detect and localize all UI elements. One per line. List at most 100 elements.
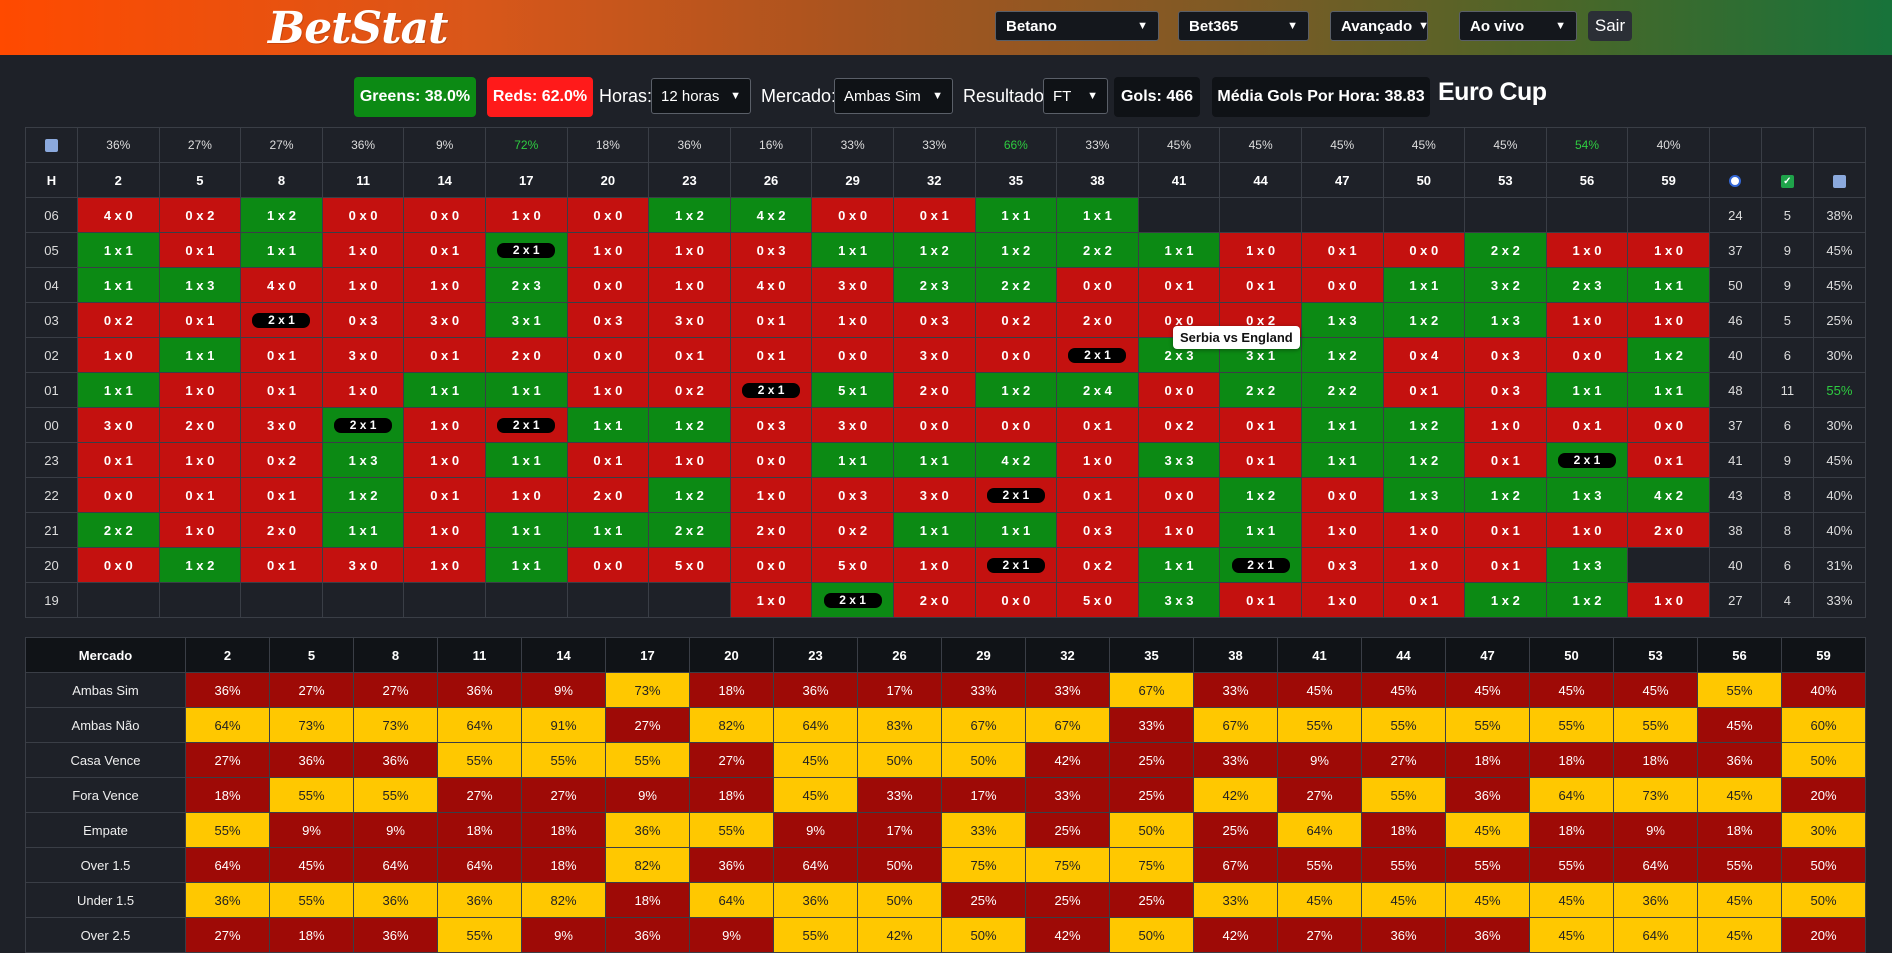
mode-select[interactable]: Avançado ▼ [1330, 11, 1429, 41]
score-cell[interactable]: 3 x 1 [484, 302, 568, 338]
score-cell[interactable]: 1 x 2 [240, 197, 323, 233]
score-cell[interactable]: 1 x 1 [484, 442, 568, 478]
score-cell[interactable]: 3 x 0 [811, 407, 894, 443]
score-cell[interactable]: 1 x 0 [729, 477, 813, 513]
score-cell[interactable]: 1 x 0 [484, 197, 568, 233]
score-cell[interactable]: 0 x 0 [1300, 477, 1384, 513]
score-cell[interactable]: 1 x 0 [321, 372, 405, 408]
score-cell[interactable]: 1 x 1 [811, 232, 894, 268]
score-cell[interactable]: 1 x 0 [1300, 582, 1384, 618]
score-cell[interactable]: 0 x 1 [1464, 442, 1547, 478]
score-cell[interactable]: 0 x 3 [566, 302, 650, 338]
score-cell[interactable]: 1 x 1 [1382, 267, 1466, 303]
score-cell[interactable]: 0 x 1 [1464, 512, 1547, 548]
score-cell[interactable]: 1 x 1 [77, 267, 160, 303]
score-cell[interactable]: 3 x 0 [240, 407, 323, 443]
score-cell[interactable]: 1 x 0 [321, 232, 405, 268]
score-cell[interactable]: 2 x 1 [1545, 442, 1629, 478]
score-cell[interactable]: 2 x 3 [484, 267, 568, 303]
score-cell[interactable]: 0 x 0 [974, 582, 1058, 618]
score-cell[interactable]: 2 x 3 [892, 267, 976, 303]
score-cell[interactable]: 0 x 1 [729, 302, 813, 338]
score-cell[interactable]: 0 x 1 [240, 547, 323, 583]
score-cell[interactable]: 0 x 1 [648, 337, 731, 373]
score-cell[interactable]: 0 x 0 [1137, 372, 1221, 408]
score-cell[interactable]: 0 x 1 [240, 372, 323, 408]
score-cell[interactable]: 2 x 0 [240, 512, 323, 548]
score-cell[interactable]: 1 x 0 [1545, 232, 1629, 268]
score-cell[interactable]: 1 x 0 [1627, 582, 1710, 618]
score-cell[interactable]: 1 x 1 [1300, 442, 1384, 478]
score-cell[interactable]: 1 x 1 [974, 512, 1058, 548]
score-cell[interactable]: 1 x 2 [158, 547, 242, 583]
score-cell[interactable]: 0 x 0 [77, 477, 160, 513]
score-cell[interactable]: 1 x 0 [811, 302, 894, 338]
score-cell[interactable]: 0 x 4 [1382, 337, 1466, 373]
score-cell[interactable]: 1 x 1 [566, 512, 650, 548]
score-cell[interactable]: 3 x 0 [403, 302, 486, 338]
score-cell[interactable]: 0 x 3 [729, 232, 813, 268]
score-cell[interactable]: 1 x 0 [403, 442, 486, 478]
score-cell[interactable]: 0 x 1 [1219, 407, 1302, 443]
score-cell[interactable]: 0 x 2 [158, 197, 242, 233]
score-cell[interactable]: 0 x 0 [566, 547, 650, 583]
score-cell[interactable]: 0 x 0 [1627, 407, 1710, 443]
score-cell[interactable]: 0 x 0 [811, 337, 894, 373]
score-cell[interactable]: 5 x 0 [648, 547, 731, 583]
score-cell[interactable]: 0 x 1 [1300, 232, 1384, 268]
score-cell[interactable]: 1 x 2 [1382, 302, 1466, 338]
score-cell[interactable]: 1 x 1 [1137, 232, 1221, 268]
score-cell[interactable]: 2 x 1 [240, 302, 323, 338]
score-cell[interactable]: 2 x 1 [974, 547, 1058, 583]
score-cell[interactable]: 0 x 1 [1219, 582, 1302, 618]
score-cell[interactable]: 1 x 3 [1545, 547, 1629, 583]
score-cell[interactable]: 0 x 0 [811, 197, 894, 233]
score-cell[interactable]: 1 x 0 [648, 442, 731, 478]
score-cell[interactable]: 1 x 2 [1300, 337, 1384, 373]
score-cell[interactable]: 0 x 3 [811, 477, 894, 513]
score-cell[interactable]: 0 x 0 [729, 547, 813, 583]
score-cell[interactable]: 0 x 0 [1137, 477, 1221, 513]
score-cell[interactable]: 0 x 0 [321, 197, 405, 233]
score-cell[interactable]: 1 x 1 [1219, 512, 1302, 548]
score-cell[interactable]: 1 x 0 [158, 372, 242, 408]
score-cell[interactable]: 1 x 0 [1137, 512, 1221, 548]
score-cell[interactable]: 0 x 0 [974, 337, 1058, 373]
score-cell[interactable]: 1 x 0 [1545, 302, 1629, 338]
score-cell[interactable]: 1 x 0 [77, 337, 160, 373]
score-cell[interactable]: 3 x 3 [1137, 442, 1221, 478]
score-cell[interactable]: 0 x 1 [158, 302, 242, 338]
score-cell[interactable]: 0 x 1 [1627, 442, 1710, 478]
score-cell[interactable]: 1 x 1 [484, 512, 568, 548]
score-cell[interactable]: 0 x 0 [403, 197, 486, 233]
score-cell[interactable]: 1 x 1 [1300, 407, 1384, 443]
score-cell[interactable]: 3 x 2 [1464, 267, 1547, 303]
score-cell[interactable]: 5 x 1 [811, 372, 894, 408]
score-cell[interactable]: 1 x 2 [1382, 407, 1466, 443]
score-cell[interactable]: 1 x 3 [1545, 477, 1629, 513]
score-cell[interactable]: 0 x 3 [1464, 372, 1547, 408]
score-cell[interactable]: 0 x 1 [1056, 477, 1139, 513]
score-cell[interactable]: 1 x 2 [648, 407, 731, 443]
score-cell[interactable]: 0 x 0 [974, 407, 1058, 443]
score-cell[interactable]: 1 x 1 [240, 232, 323, 268]
score-cell[interactable]: 1 x 1 [811, 442, 894, 478]
score-cell[interactable]: 1 x 0 [892, 547, 976, 583]
score-cell[interactable]: 0 x 1 [158, 477, 242, 513]
score-cell[interactable]: 1 x 0 [1464, 407, 1547, 443]
score-cell[interactable]: 1 x 2 [1545, 582, 1629, 618]
score-cell[interactable]: 2 x 2 [1056, 232, 1139, 268]
score-cell[interactable]: 0 x 1 [240, 477, 323, 513]
score-cell[interactable]: 1 x 3 [1464, 302, 1547, 338]
score-cell[interactable]: 1 x 1 [1056, 197, 1139, 233]
score-cell[interactable]: 4 x 0 [729, 267, 813, 303]
score-cell[interactable]: 1 x 1 [1627, 267, 1710, 303]
score-cell[interactable]: 0 x 2 [1056, 547, 1139, 583]
score-cell[interactable]: 1 x 0 [648, 267, 731, 303]
score-cell[interactable]: 1 x 2 [648, 477, 731, 513]
score-cell[interactable]: 0 x 1 [403, 477, 486, 513]
score-cell[interactable]: 1 x 0 [648, 232, 731, 268]
score-cell[interactable]: 1 x 3 [1382, 477, 1466, 513]
score-cell[interactable]: 3 x 0 [892, 477, 976, 513]
score-cell[interactable]: 0 x 2 [240, 442, 323, 478]
